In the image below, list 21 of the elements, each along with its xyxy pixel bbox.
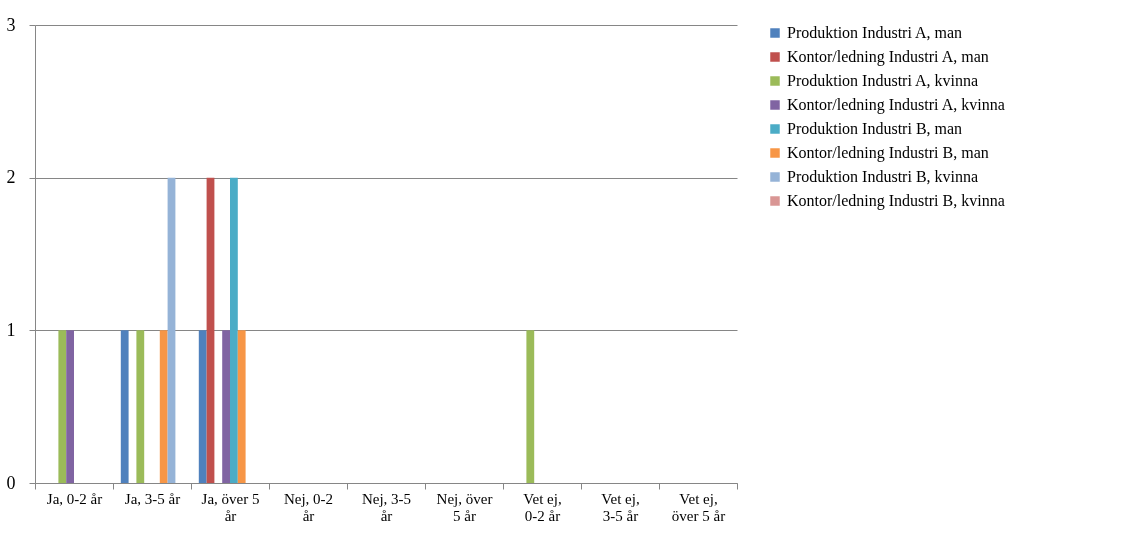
legend-label: Produktion Industri B, kvinna [787, 168, 979, 185]
x-tick-label: Vet ej, över 5 år [671, 490, 726, 524]
x-tick-label: Ja, 3-5 år [124, 490, 181, 507]
y-tick-label: 2 [6, 167, 16, 188]
x-tick-label: Ja, 0-2 år [46, 490, 103, 507]
legend-label: Produktion Industri B, man [787, 120, 963, 137]
x-tick-label: Vet ej, 3-5 år [601, 490, 640, 524]
x-tick-label: Ja, över 5 år [201, 490, 260, 524]
legend-label: Kontor/ledning Industri B, kvinna [787, 192, 1005, 210]
legend-label: Kontor/ledning Industri A, kvinna [787, 96, 1005, 114]
legend-label: Kontor/ledning Industri B, man [787, 144, 989, 162]
y-tick-label: 1 [6, 319, 16, 340]
y-tick-label: 0 [6, 472, 16, 493]
x-tick-label: Nej, 3-5 år [361, 490, 412, 524]
x-tick-label: Vet ej, 0-2 år [523, 490, 562, 524]
legend-label: Produktion Industri A, kvinna [787, 72, 979, 89]
y-tick-label: 3 [6, 14, 16, 35]
x-tick-label: Nej, 0-2 år [283, 490, 334, 524]
legend-label: Kontor/ledning Industri A, man [787, 48, 989, 66]
x-tick-label: Nej, över 5 år [436, 490, 493, 524]
legend-label: Produktion Industri A, man [787, 24, 963, 41]
